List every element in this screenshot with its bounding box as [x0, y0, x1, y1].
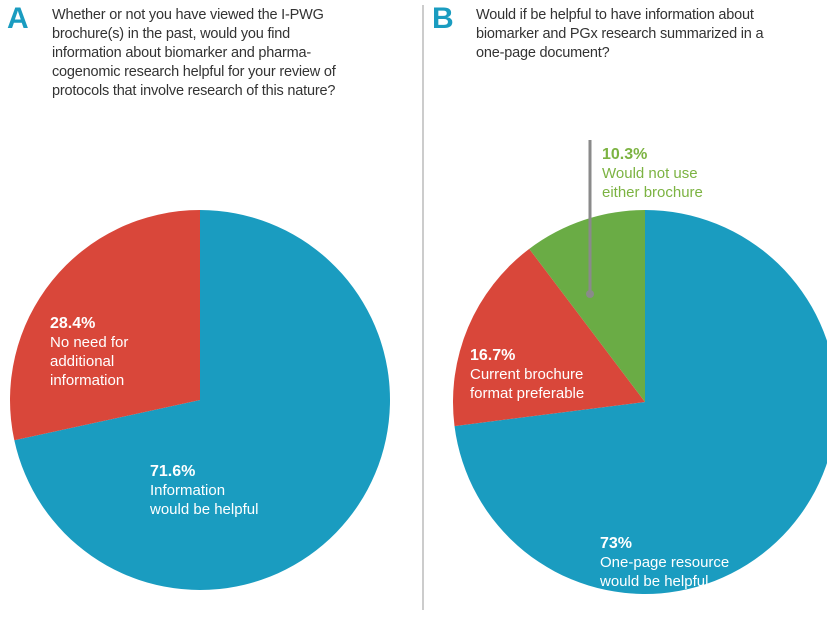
panel-letter: B — [432, 2, 454, 35]
panel-letter: A — [7, 2, 29, 35]
category-label: Information would be helpful — [150, 482, 259, 518]
pie-slice — [529, 210, 645, 402]
category-label: One-page resource would be helpful — [600, 554, 730, 590]
pie-slice — [453, 248, 645, 427]
question: Whether or not you have viewed the I-PWG… — [52, 7, 336, 99]
pie-slice — [9, 210, 200, 441]
value-label: 28.4% — [50, 315, 96, 332]
slice-label: 10.3% Would not use either brochure — [602, 145, 703, 202]
pie-slice — [14, 210, 390, 590]
value-label: 16.7% — [470, 347, 516, 364]
value-label: 10.3% — [602, 146, 648, 163]
category-label: Current brochure format preferable — [470, 366, 585, 402]
question: Would if be helpful to have information … — [476, 7, 764, 61]
category-label: No need for additional information — [50, 334, 129, 389]
leader-dot — [586, 290, 594, 298]
pie-slice — [454, 210, 827, 594]
pies — [9, 210, 827, 594]
slice-label: 71.6% Information would be helpful — [150, 462, 258, 519]
slice-label: 73% One-page resource would be helpful — [600, 534, 729, 591]
value-label: 73% — [600, 535, 633, 552]
slice-label: 28.4% No need for additional information — [50, 314, 128, 390]
slice-label: 16.7% Current brochure format preferable — [470, 346, 584, 403]
value-label: 71.6% — [150, 463, 196, 480]
category-label: Would not use either brochure — [602, 165, 703, 201]
